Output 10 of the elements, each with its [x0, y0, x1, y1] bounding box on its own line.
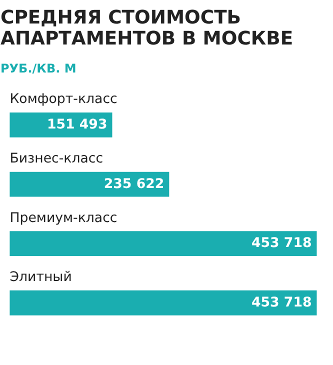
data-label: 453 718 — [251, 236, 312, 252]
data-label: 453 718 — [251, 295, 312, 310]
y-tick-label: Премиум-класс — [10, 210, 118, 226]
data-label: 151 493 — [46, 117, 108, 132]
y-tick-label: Элитный — [10, 270, 72, 286]
y-tick-label: Бизнес-класс — [10, 151, 104, 166]
data-label: 235 622 — [104, 176, 164, 192]
chart-title: СРЕДНЯЯ СТОИМОСТЬ АПАРТАМЕНТОВ В МОСКВЕ — [0, 8, 294, 50]
y-tick-label: Комфорт-класс — [10, 92, 118, 108]
chart-subtitle: РУБ./КВ. М — [0, 62, 76, 76]
